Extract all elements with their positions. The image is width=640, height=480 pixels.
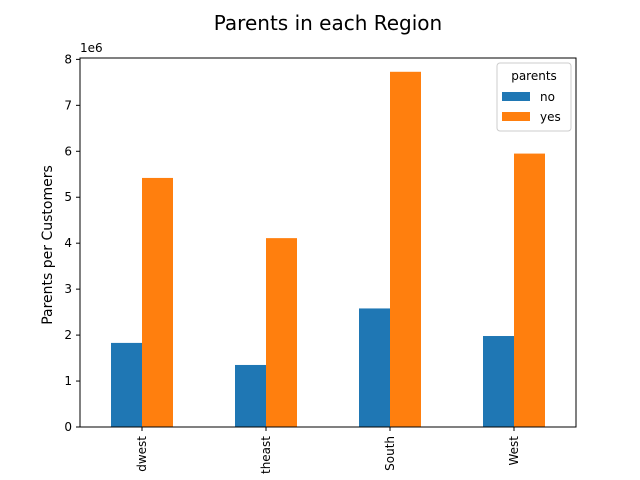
y-tick-label: 3	[64, 282, 72, 296]
legend-title: parents	[511, 69, 557, 83]
y-axis-offset-label: 1e6	[80, 41, 103, 55]
chart-title: Parents in each Region	[214, 11, 442, 35]
bar-no-west	[483, 336, 514, 427]
bar-no-midwest	[111, 342, 142, 427]
y-tick-label: 6	[64, 144, 72, 158]
y-axis-label: Parents per Customers	[40, 165, 56, 325]
bar-no-south	[359, 308, 390, 427]
bar-yes-west	[514, 153, 545, 427]
legend-label-no: no	[540, 90, 555, 104]
y-axis-ticks: 0 1 2 3 4 5 6 7 8	[64, 52, 80, 434]
y-tick-label: 8	[64, 52, 72, 66]
bar-yes-south	[390, 71, 421, 428]
x-axis-ticks: dwest theast South West	[135, 427, 521, 474]
x-tick-label: theast	[259, 436, 273, 474]
legend: parents no yes	[496, 62, 572, 132]
bar-no-northeast	[235, 364, 266, 427]
plot-frame	[79, 57, 577, 428]
x-tick-label: South	[383, 436, 397, 471]
y-tick-label: 4	[64, 236, 72, 250]
bar-yes-northeast	[266, 238, 297, 427]
legend-swatch-no	[502, 92, 530, 101]
bar-yes-midwest	[142, 177, 173, 427]
y-tick-label: 7	[64, 98, 72, 112]
x-tick-label: dwest	[135, 436, 149, 472]
x-tick-label: West	[507, 436, 521, 466]
bars-group	[111, 71, 545, 428]
y-tick-label: 0	[64, 420, 72, 434]
y-tick-label: 5	[64, 190, 72, 204]
y-tick-label: 1	[64, 374, 72, 388]
legend-swatch-yes	[502, 112, 530, 121]
legend-label-yes: yes	[540, 110, 561, 124]
y-tick-label: 2	[64, 328, 72, 342]
